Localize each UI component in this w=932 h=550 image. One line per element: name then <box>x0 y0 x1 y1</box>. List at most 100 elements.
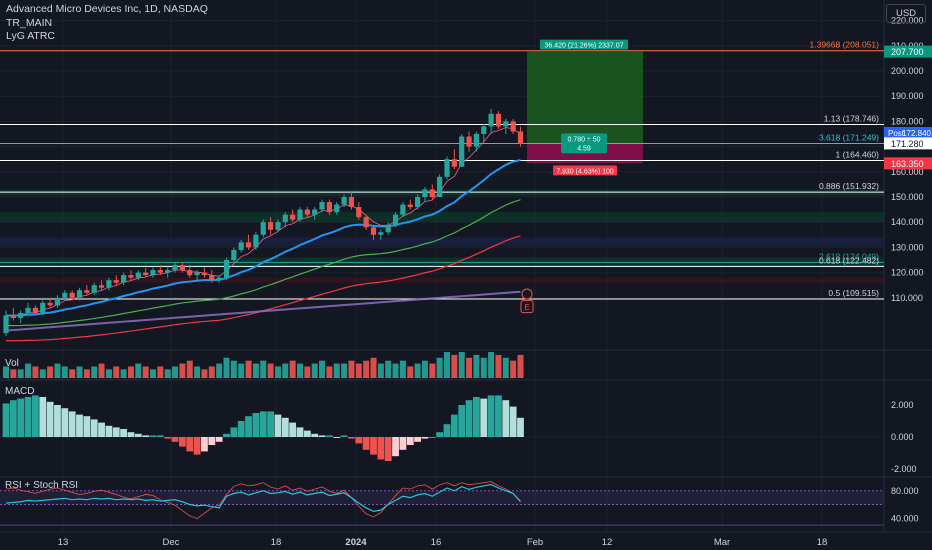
volume-bar <box>436 357 443 378</box>
candle <box>481 123 487 142</box>
candle <box>223 257 230 281</box>
volume-bar <box>385 360 392 378</box>
volume-bar <box>208 366 215 378</box>
candle <box>348 191 355 210</box>
candle <box>106 277 112 291</box>
volume-bar <box>274 366 281 378</box>
currency-button[interactable]: USD <box>886 4 926 23</box>
fib-level-label: 1.39668 (208.051) <box>810 40 880 50</box>
macd-bar <box>370 437 377 455</box>
time-axis-label: Dec <box>163 537 180 548</box>
macd-bar <box>458 405 466 437</box>
macd-bar <box>473 397 480 437</box>
candle <box>297 207 303 223</box>
candle <box>260 219 266 238</box>
macd-bar <box>274 414 282 437</box>
price-axis-tick: 200.000 <box>891 66 924 76</box>
candle <box>268 217 274 235</box>
time-axis-label: 18 <box>817 537 828 548</box>
volume-bar <box>458 352 465 378</box>
macd-bar <box>223 433 230 437</box>
candle <box>128 270 134 281</box>
volume-bar <box>444 352 450 378</box>
macd-bar <box>230 427 238 437</box>
indicator-lyg-atrc[interactable]: LyG ATRC <box>6 30 56 42</box>
indicator-tr-main[interactable]: TR_MAIN <box>6 17 53 29</box>
candle <box>143 267 149 278</box>
post-value-tag <box>908 126 932 139</box>
volume-bar <box>377 363 384 378</box>
candle <box>231 247 237 263</box>
ma-line-200 <box>5 290 521 332</box>
candle <box>422 186 428 203</box>
ma-line-50 <box>5 199 521 327</box>
volume-bar <box>113 366 120 378</box>
macd-pane-label: MACD <box>5 386 35 397</box>
volume-bar <box>517 354 524 378</box>
price-axis-tick: 160.000 <box>891 167 924 177</box>
volume-bar <box>83 369 90 378</box>
macd-bar <box>318 435 326 437</box>
volume-bar <box>466 357 473 378</box>
volume-bar <box>421 360 428 378</box>
volume-bar <box>260 360 267 378</box>
macd-bar <box>9 400 17 437</box>
macd-bar <box>215 437 223 442</box>
volume-bar <box>319 360 326 378</box>
volume-bar <box>355 363 362 378</box>
volume-bar <box>105 369 112 378</box>
candle <box>187 265 193 278</box>
post-value-text: 172.840 <box>902 129 931 138</box>
macd-bar <box>289 422 297 437</box>
volume-bar <box>495 354 502 378</box>
macd-bar <box>348 437 355 439</box>
candle <box>459 134 465 167</box>
macd-bar <box>333 437 341 438</box>
macd-bar <box>171 437 179 442</box>
macd-axis-tick: 0.000 <box>891 432 914 442</box>
candle <box>407 199 413 210</box>
volume-bar <box>326 366 333 378</box>
macd-bar <box>406 437 414 445</box>
price-tag-text: 171.280 <box>891 139 924 149</box>
price-axis-tick: 180.000 <box>891 116 924 126</box>
candle <box>326 199 332 215</box>
candle <box>150 267 156 278</box>
price-tag-text: 163.350 <box>891 159 924 169</box>
candle <box>69 290 75 301</box>
volume-bar <box>194 366 201 378</box>
candle <box>451 149 457 170</box>
macd-bar <box>428 437 436 438</box>
stop-label-box <box>553 165 617 176</box>
candle <box>473 131 479 152</box>
candle <box>400 202 406 218</box>
volume-bar <box>289 360 296 378</box>
zone-band <box>0 212 884 223</box>
volume-pane-label: Vol <box>5 358 19 369</box>
macd-bar <box>54 405 61 437</box>
volume-bar <box>341 363 348 378</box>
macd-bar <box>384 437 392 461</box>
macd-bar <box>179 437 186 447</box>
macd-bar <box>517 417 524 437</box>
position-profit-zone <box>527 51 643 144</box>
candle <box>54 295 61 308</box>
candle <box>40 300 46 316</box>
macd-bar <box>105 425 113 437</box>
fib-level-label: 3.618 (171.249) <box>819 132 879 142</box>
macd-bar <box>465 400 473 437</box>
macd-bar <box>68 411 76 437</box>
candle <box>415 194 421 210</box>
candle <box>172 262 178 273</box>
volume-bar <box>238 363 245 378</box>
volume-bar <box>39 369 46 378</box>
rsi-line <box>5 483 521 513</box>
price-tag <box>884 45 932 58</box>
candle <box>290 209 296 223</box>
fib-level-label: 0.618 (122.482) <box>819 255 879 265</box>
volume-bar <box>32 366 39 378</box>
macd-bar <box>24 397 32 437</box>
candle <box>510 118 516 134</box>
stoch-rsi-line <box>5 481 521 520</box>
